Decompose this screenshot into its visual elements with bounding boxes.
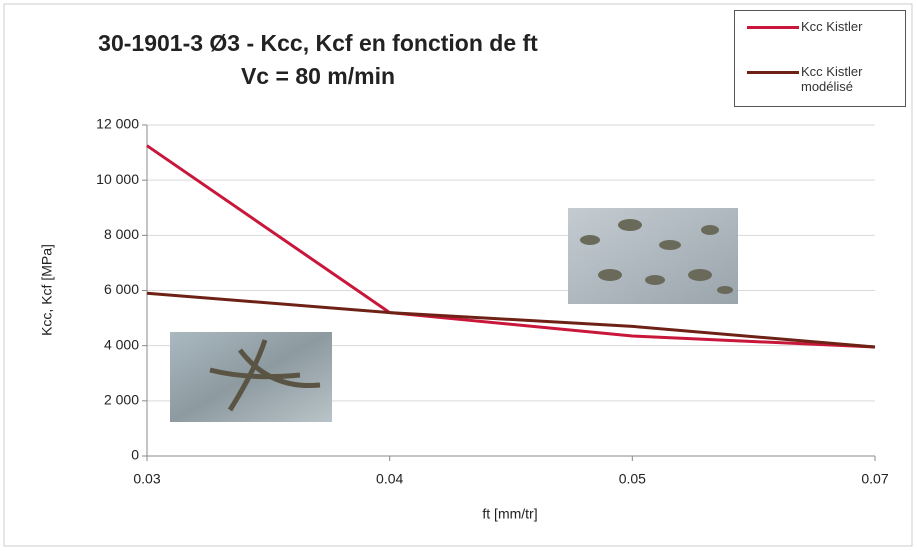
legend-swatch: [747, 71, 799, 74]
chip-photo-texture: [209, 339, 321, 412]
legend-label: Kcc Kistler: [801, 19, 863, 34]
x-tick-label: 0.07: [861, 471, 888, 487]
legend-item: Kcc Kistler modélisé: [747, 64, 896, 94]
y-tick-label: 4 000: [104, 336, 139, 352]
chip-photo-texture: [580, 219, 733, 294]
x-tick-label: 0.05: [619, 471, 646, 487]
legend: Kcc Kistler Kcc Kistler modélisé: [734, 10, 906, 107]
y-tick-label: 6 000: [104, 281, 139, 297]
y-tick-label: 2 000: [104, 392, 139, 408]
series-line: [146, 144, 876, 349]
y-axis-label: Kcc, Kcf [MPa]: [39, 244, 55, 336]
legend-item: Kcc Kistler: [747, 19, 896, 34]
plot-area: 0 2 000 4 000 6 000 8 000 10 000 12 000 0.03 0.0…: [96, 116, 889, 487]
y-tick-label: 12 000: [96, 116, 139, 132]
x-axis-label: ft [mm/tr]: [482, 506, 537, 522]
chart-title: 30-1901-3 Ø3 - Kcc, Kcf en fonction de f…: [98, 30, 538, 56]
legend-swatch: [747, 26, 799, 29]
x-tick-label: 0.04: [376, 471, 403, 487]
chip-photo: [568, 208, 738, 304]
x-tick-label: 0.03: [133, 471, 160, 487]
y-tick-label: 0: [131, 447, 139, 463]
y-tick-label: 8 000: [104, 226, 139, 242]
chart-subtitle: Vc = 80 m/min: [241, 63, 395, 89]
series-line: [146, 291, 876, 349]
y-tick-label: 10 000: [96, 171, 139, 187]
legend-label: Kcc Kistler modélisé: [801, 64, 863, 94]
